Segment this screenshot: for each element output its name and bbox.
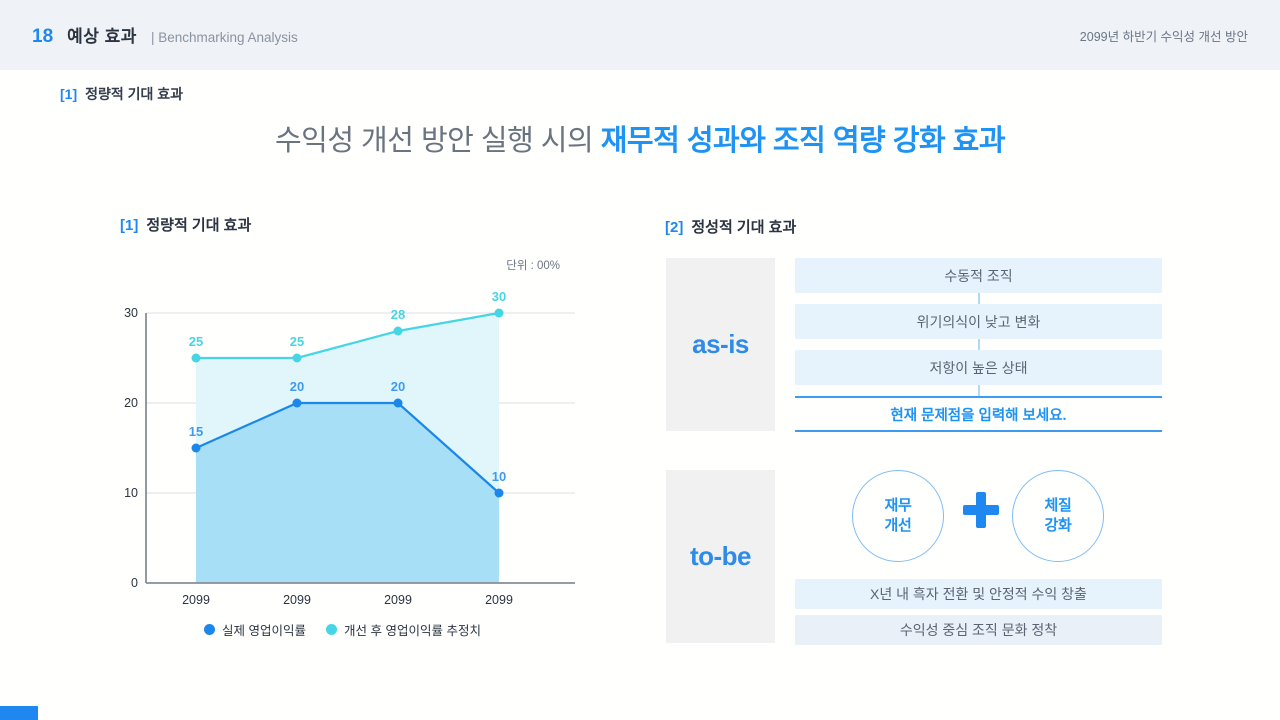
circle-text-line: 강화 [1044,517,1072,534]
data-point [292,353,302,363]
data-point [191,443,201,453]
lead-index: [1] [60,86,78,102]
data-label: 20 [391,379,405,394]
data-label: 25 [290,334,304,349]
page-title: 수익성 개선 방안 실행 시의 재무적 성과와 조직 역량 강화 효과 [0,120,1280,162]
asis-row: 수동적 조직 [795,258,1162,293]
header-right-caption: 2099년 하반기 수익성 개선 방안 [1079,29,1248,44]
plus-icon [963,492,999,528]
x-tick-label: 2099 [384,593,412,607]
slide-section-subtitle: | Benchmarking Analysis [150,30,298,45]
tobe-label: to-be [689,541,752,571]
qual-panel-index: [2] [665,219,684,236]
x-tick-label: 2099 [182,593,210,607]
data-label: 25 [189,334,203,349]
row-connector [977,293,980,304]
data-label: 15 [189,424,203,439]
chart-legend: 실제 영업이익률 개선 후 영업이익률 추정치 [105,620,580,639]
slide-header: 18 예상 효과 | Benchmarking Analysis 2099년 하… [0,0,1280,70]
circle-text-line: 재무 [884,497,912,514]
legend-label: 실제 영업이익률 [222,624,307,638]
quant-panel-text: 정량적 기대 효과 [146,217,252,234]
header-left-group: 18 예상 효과 | Benchmarking Analysis [0,22,298,48]
legend-dot-icon [326,624,338,635]
legend-item: 개선 후 영업이익률 추정치 [326,620,481,639]
data-label: 30 [492,289,506,304]
x-tick-label: 2099 [485,593,513,607]
row-connector [977,339,980,350]
data-label: 28 [391,307,405,322]
data-label: 10 [492,469,506,484]
y-tick-label: 0 [131,576,138,590]
page-title-normal: 수익성 개선 방안 실행 시의 [274,125,601,157]
footer-accent-bar [0,706,38,720]
qual-panel-text: 정성적 기대 효과 [691,219,797,236]
circle-text-line: 체질 [1044,497,1072,514]
legend-dot-icon [204,624,216,635]
quant-panel-index: [1] [120,217,139,234]
lead-label: [1] 정량적 기대 효과 [60,84,183,104]
y-tick-label: 20 [124,396,138,410]
data-point [191,353,201,363]
series-line [195,401,500,494]
data-point [494,488,504,498]
asis-row: 위기의식이 낮고 변화 [795,304,1162,339]
tobe-row: 수익성 중심 조직 문화 정착 [795,615,1162,645]
tobe-box: to-be [666,470,775,643]
chart-unit-label: 단위 : 00% [506,260,560,272]
data-point [393,398,403,408]
data-point [494,308,504,318]
asis-row: 저항이 높은 상태 [795,350,1162,385]
page-title-accent: 재무적 성과와 조직 역량 강화 효과 [600,125,1006,157]
area-fill [196,403,499,583]
legend-label: 개선 후 영업이익률 추정치 [344,624,481,638]
row-connector [977,385,980,396]
asis-highlight-row[interactable]: 현재 문제점을 입력해 보세요. [795,396,1162,432]
y-tick-label: 10 [124,486,138,500]
asis-box: as-is [666,258,775,431]
data-point [393,326,403,336]
data-label: 20 [290,379,304,394]
qual-panel-label: [2] 정성적 기대 효과 [665,216,796,237]
quant-panel-label: [1] 정량적 기대 효과 [120,214,251,235]
lead-text: 정량적 기대 효과 [85,86,184,102]
y-tick-label: 30 [124,306,138,320]
page-number: 18 [32,26,54,47]
legend-item: 실제 영업이익률 [204,620,306,639]
circle-text-line: 개선 [884,517,912,534]
slide-section-title: 예상 효과 [67,27,137,46]
tobe-row: X년 내 흑자 전환 및 안정적 수익 창출 [795,579,1162,609]
series-line [196,311,500,360]
x-tick-label: 2099 [283,593,311,607]
line-chart: 0 10 20 30 25 25 28 30 15 20 20 10 2099 2099 2099 2099 [124,289,575,607]
asis-label: as-is [692,329,749,359]
data-point [292,398,302,408]
